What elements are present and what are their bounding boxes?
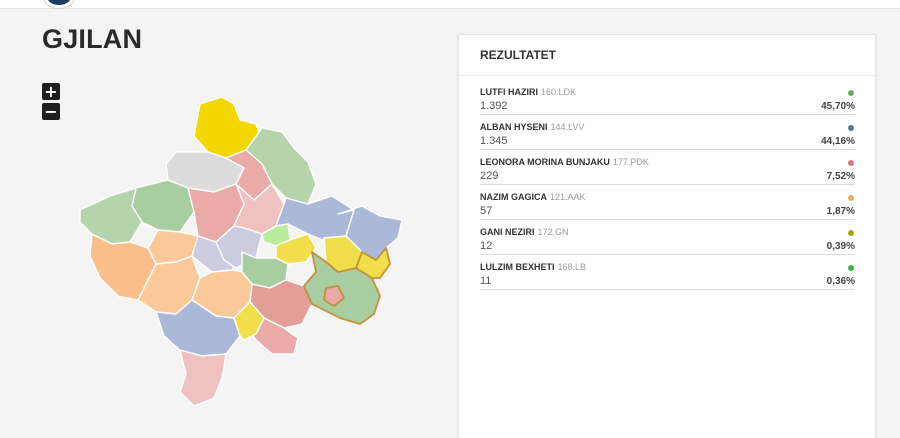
- site-logo[interactable]: [44, 0, 74, 8]
- candidate-votes: 11: [480, 275, 492, 287]
- zoom-in-button[interactable]: +: [42, 83, 60, 100]
- row-divider: [480, 254, 855, 255]
- candidate-row: GANI NEZIRI 172.GN 12 0,39%: [480, 227, 855, 262]
- candidate-votes: 229: [480, 170, 499, 182]
- party-color-dot: [848, 195, 854, 201]
- candidate-votes: 1.345: [480, 135, 508, 147]
- candidate-name: LULZIM BEXHETI: [480, 262, 555, 272]
- party-color-dot: [848, 230, 854, 236]
- candidate-name: GANI NEZIRI: [480, 227, 535, 237]
- candidate-percentage: 7,52%: [826, 171, 855, 182]
- map-region-pink-bottom: [179, 349, 227, 407]
- candidate-party-code: 144.LVV: [550, 122, 585, 132]
- candidate-votes: 12: [480, 240, 493, 252]
- results-panel: REZULTATET LUTFI HAZIRI 160.LDK 1.392 45,70…: [458, 34, 876, 438]
- results-heading: REZULTATET: [459, 35, 875, 76]
- candidate-results-list: LUTFI HAZIRI 160.LDK 1.392 45,70% ALBAN HYSE…: [480, 87, 855, 297]
- map-region-yellow-southeast: [233, 301, 265, 341]
- row-divider: [480, 184, 855, 185]
- row-divider: [480, 114, 855, 115]
- party-color-dot: [848, 125, 854, 131]
- candidate-name: LEONORA MORINA BUNJAKU: [480, 157, 610, 167]
- map-region-far-west: [79, 187, 143, 245]
- candidate-percentage: 44,16%: [821, 136, 855, 147]
- page-title: GJILAN: [42, 24, 143, 54]
- row-divider: [480, 219, 855, 220]
- candidate-name: NAZIM GAGICA: [480, 192, 547, 202]
- candidate-name-line: GANI NEZIRI 172.GN: [480, 227, 569, 237]
- candidate-row: ALBAN HYSENI 144.LVV 1.345 44,16%: [480, 122, 855, 157]
- map-region-gjilan-inner-highlight: [323, 285, 345, 307]
- candidate-name-line: LEONORA MORINA BUNJAKU 177.PDK: [480, 157, 649, 167]
- candidate-name-line: LULZIM BEXHETI 168.LB: [480, 262, 586, 272]
- top-navigation-bar: [0, 0, 900, 9]
- row-divider: [480, 149, 855, 150]
- row-divider: [480, 289, 855, 290]
- candidate-percentage: 0,39%: [826, 241, 855, 252]
- candidate-votes: 1.392: [480, 100, 508, 112]
- candidate-name: ALBAN HYSENI: [480, 122, 548, 132]
- map-region-gjilan-highlight: [303, 251, 381, 325]
- party-color-dot: [848, 90, 854, 96]
- candidate-party-code: 177.PDK: [612, 157, 649, 167]
- party-color-dot: [848, 265, 854, 271]
- candidate-row: LUTFI HAZIRI 160.LDK 1.392 45,70%: [480, 87, 855, 122]
- map-region-gjilan-east-highlight: [355, 247, 391, 279]
- candidate-name-line: ALBAN HYSENI 144.LVV: [480, 122, 584, 132]
- candidate-votes: 57: [480, 205, 493, 217]
- candidate-row: NAZIM GAGICA 121.AAK 57 1,87%: [480, 192, 855, 227]
- candidate-name: LUTFI HAZIRI: [480, 87, 538, 97]
- zoom-out-button[interactable]: −: [42, 103, 60, 120]
- candidate-party-code: 168.LB: [557, 262, 587, 272]
- candidate-row: LULZIM BEXHETI 168.LB 11 0,36%: [480, 262, 855, 297]
- candidate-party-code: 160.LDK: [541, 87, 577, 97]
- candidate-name-line: NAZIM GAGICA 121.AAK: [480, 192, 586, 202]
- candidate-percentage: 0,36%: [826, 276, 855, 287]
- kosovo-municipality-map[interactable]: [76, 92, 416, 412]
- candidate-name-line: LUTFI HAZIRI 160.LDK: [480, 87, 576, 97]
- candidate-percentage: 45,70%: [821, 101, 855, 112]
- candidate-party-code: 121.AAK: [550, 192, 586, 202]
- candidate-percentage: 1,87%: [826, 206, 855, 217]
- candidate-party-code: 172.GN: [537, 227, 569, 237]
- candidate-row: LEONORA MORINA BUNJAKU 177.PDK 229 7,52%: [480, 157, 855, 192]
- party-color-dot: [848, 160, 854, 166]
